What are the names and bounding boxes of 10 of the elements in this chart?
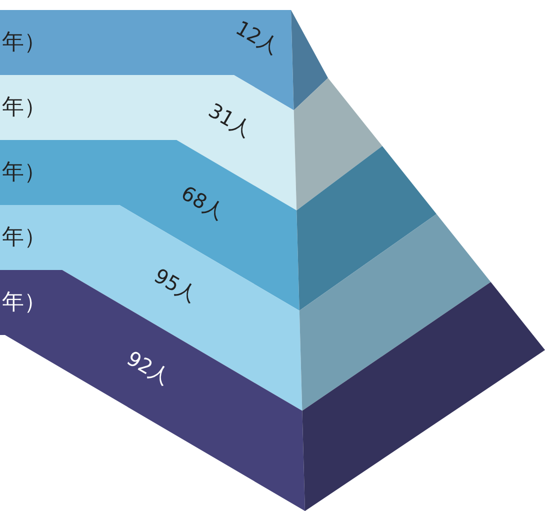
data-label: 92人	[122, 346, 174, 390]
category-label: 年）	[2, 225, 46, 250]
category-label: 年）	[2, 30, 46, 55]
category-label: 年）	[2, 95, 46, 120]
data-label: 12人	[232, 16, 284, 60]
category-label: 年）	[2, 290, 46, 315]
data-label: 68人	[177, 180, 229, 224]
data-label: 95人	[150, 263, 202, 307]
category-label: 年）	[2, 160, 46, 185]
data-label: 31人	[204, 98, 256, 142]
